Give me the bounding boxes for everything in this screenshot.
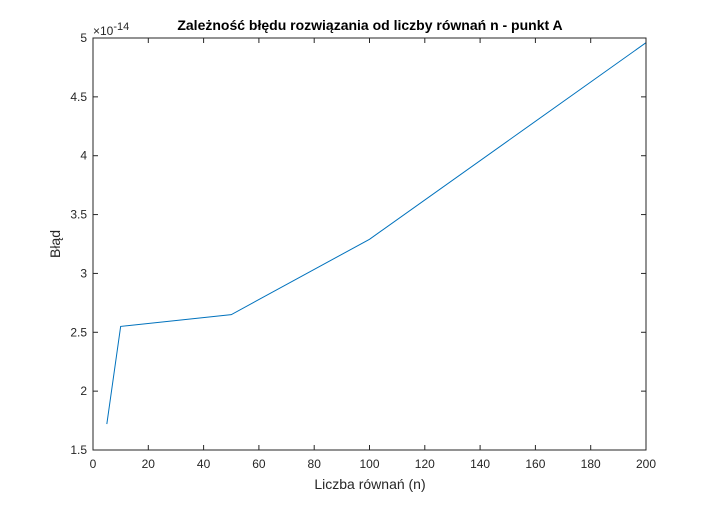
x-tick-label: 160 xyxy=(525,457,545,471)
y-tick-label: 3 xyxy=(80,266,87,280)
y-tick-label: 5 xyxy=(80,31,87,45)
y-tick-label: 4.5 xyxy=(70,90,87,104)
y-multiplier-base: ×10 xyxy=(93,24,114,38)
series-line xyxy=(106,42,647,425)
x-tick-label: 180 xyxy=(581,457,601,471)
y-tick-label: 2.5 xyxy=(70,325,87,339)
x-tick-label: 120 xyxy=(415,457,435,471)
y-tick-label: 4 xyxy=(80,149,87,163)
y-multiplier: ×10-14 xyxy=(93,21,129,38)
x-tick-label: 20 xyxy=(142,457,156,471)
x-tick-label: 100 xyxy=(359,457,379,471)
x-tick-label: 40 xyxy=(197,457,211,471)
y-multiplier-exponent: -14 xyxy=(113,21,129,33)
x-tick-label: 0 xyxy=(90,457,97,471)
y-tick-label: 1.5 xyxy=(70,443,87,457)
y-tick-label: 2 xyxy=(80,384,87,398)
x-tick-label: 60 xyxy=(252,457,266,471)
y-tick-label: 3.5 xyxy=(70,208,87,222)
series-layer xyxy=(106,42,647,425)
x-tick-label: 80 xyxy=(308,457,322,471)
x-tick-label: 140 xyxy=(470,457,490,471)
x-axis-label: Liczba równań (n) xyxy=(314,476,425,492)
x-tick-label: 200 xyxy=(636,457,656,471)
plot-area xyxy=(93,38,646,450)
y-axis-ticks: 1.5 2 2.5 3 3.5 4 4.5 5 xyxy=(70,31,646,457)
y-axis-label: Błąd xyxy=(47,230,63,258)
chart-title: Zależność błędu rozwiązania od liczby ró… xyxy=(177,17,562,33)
x-axis-ticks: 0 20 40 60 80 100 120 140 160 180 200 xyxy=(90,38,656,471)
